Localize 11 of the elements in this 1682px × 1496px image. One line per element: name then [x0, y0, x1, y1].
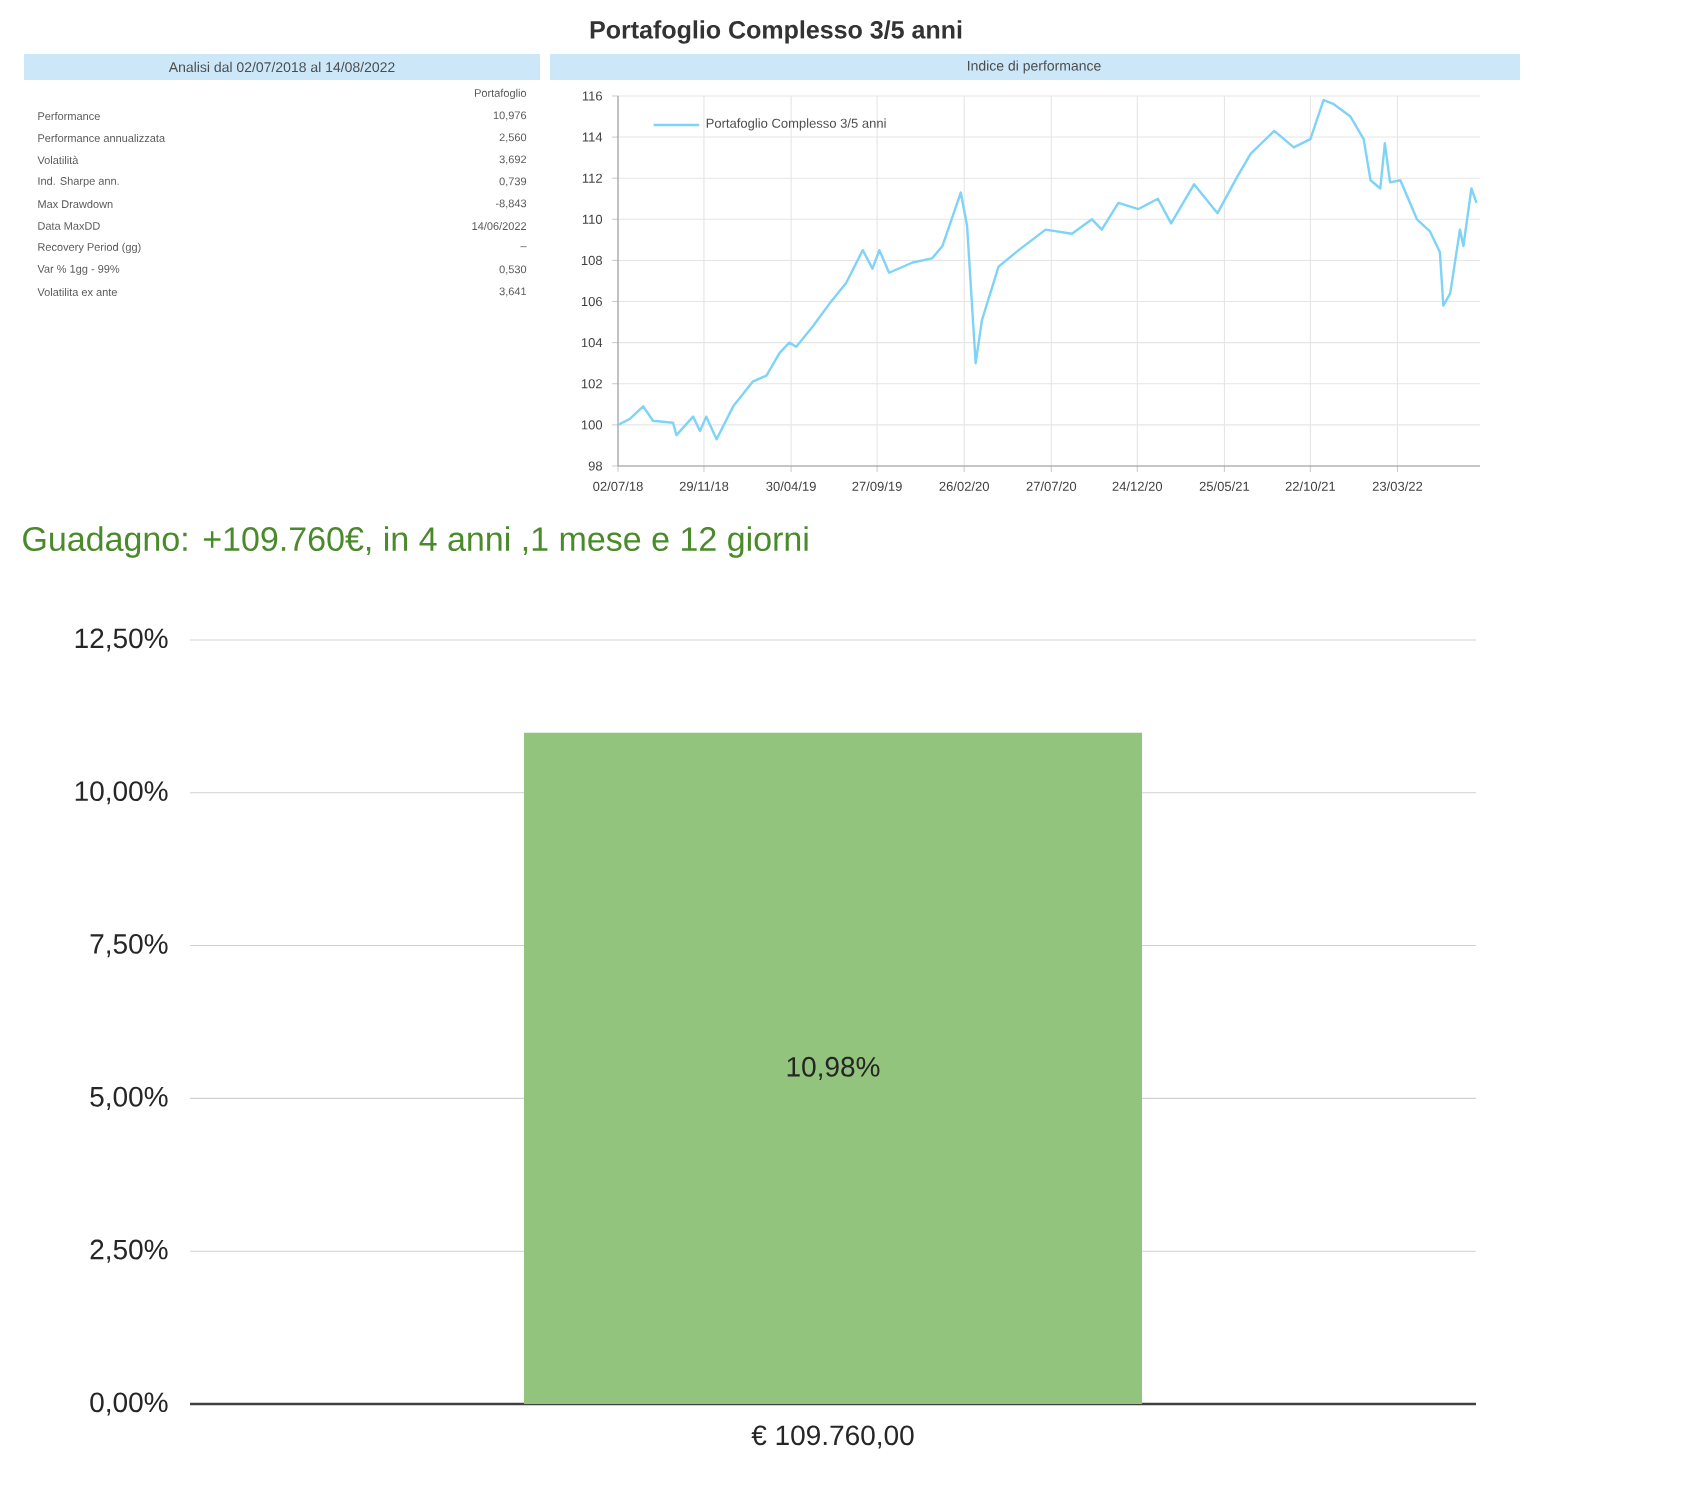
data-label: 10,98%	[787, 1056, 880, 1080]
y-tick-label: 2,50%	[90, 1239, 168, 1263]
y-tick-label: 0,00%	[90, 1392, 168, 1416]
y-tick-label: 7,50%	[90, 934, 168, 958]
y-tick-label: 5,00%	[90, 1086, 168, 1110]
x-tick-label: € 109.760,00	[751, 1425, 914, 1449]
line-series	[618, 98, 1478, 441]
chart-title: Portafoglio Complesso 3/5 anni	[590, 20, 962, 44]
y-tick-label: 12,50%	[75, 628, 168, 652]
y-tick-label: 10,00%	[75, 781, 168, 805]
chart-title: Guadagno: +109.760€, in 4 anni ,1 mese e 12 giorni	[23, 526, 808, 558]
